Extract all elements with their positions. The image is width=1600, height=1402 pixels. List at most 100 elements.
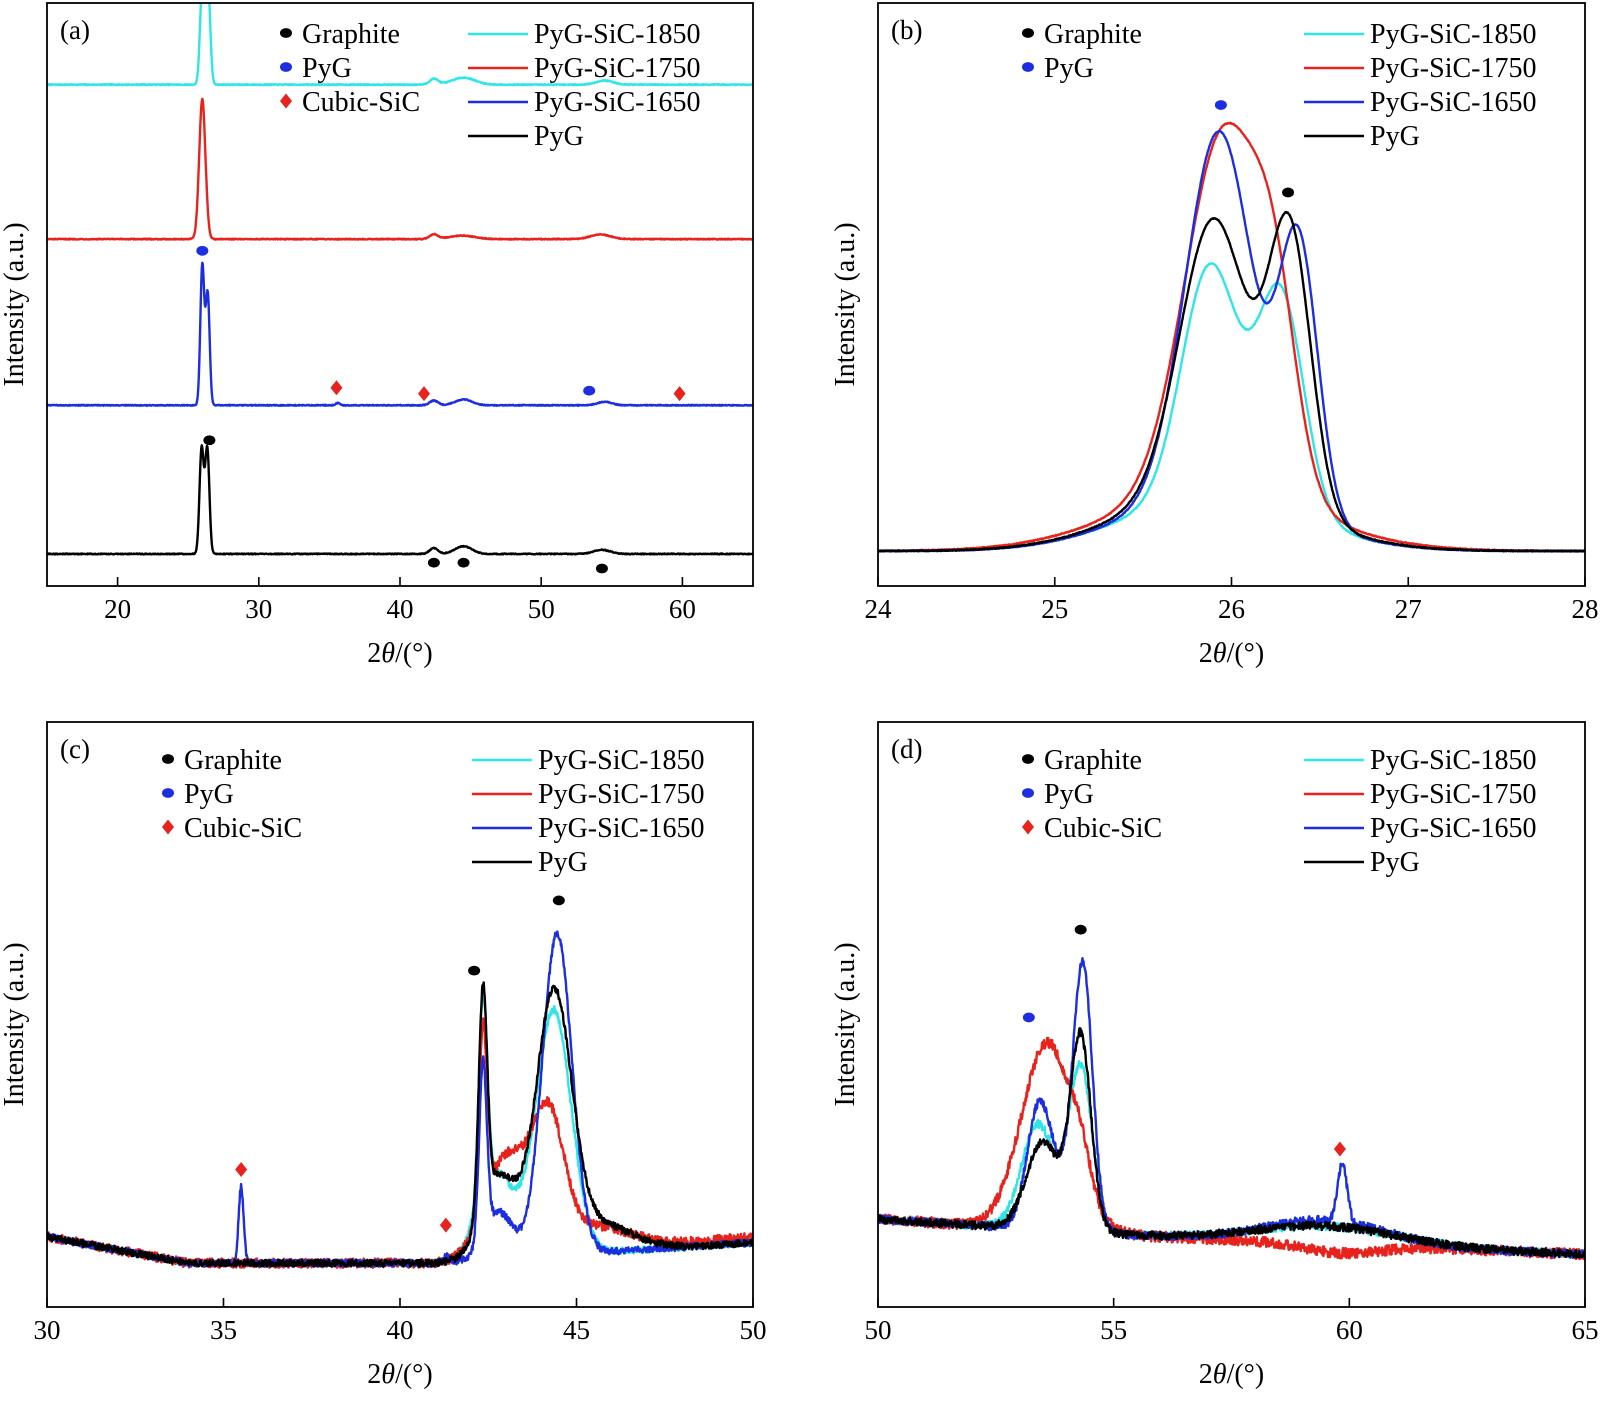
x-title-theta: θ [1213,638,1227,669]
x-title-part: /(°) [1227,1359,1265,1390]
peak-marker-pyg [583,385,596,396]
legend-label: PyG-SiC-1850 [1370,19,1536,50]
legend-marker-pyg [1022,62,1034,72]
legend-label: Graphite [184,745,282,776]
x-tick-label: 24 [865,594,893,624]
series-group [878,121,1585,553]
peak-marker-graphite [427,557,440,568]
x-tick-label: 30 [245,594,272,624]
legend-marker-pyg [280,62,292,72]
x-title-theta: θ [1213,1359,1227,1390]
series-line-pyg-sic-1850 [47,3,753,87]
x-tick-label: 20 [104,594,131,624]
series-line-pyg-sic-1750 [47,97,753,241]
legend-label: PyG-SiC-1850 [534,19,700,50]
series-line-pyg-sic-1750 [47,1017,753,1269]
panel-label: (a) [60,15,90,45]
x-tick-label: 65 [1572,1315,1599,1345]
plot-frame [877,721,1586,1308]
legend-label: PyG-SiC-1750 [538,779,704,810]
legend-marker-graphite [162,754,174,764]
series-line-pyg-sic-1650 [878,129,1585,553]
legend-label: Graphite [1044,745,1142,776]
peak-marker-cubic-sic [418,386,431,402]
legend-label: PyG-SiC-1750 [1370,53,1536,84]
legend-marker-cubic-sic [280,93,292,109]
panel-label: (c) [60,734,90,764]
x-tick-label: 50 [528,594,555,624]
x-axis-title: 2θ/(°) [1199,638,1264,669]
x-title-part: 2 [1199,638,1213,669]
panel-label: (b) [891,15,922,45]
legend-marker-cubic-sic [1022,819,1034,835]
x-tick-label: 55 [1100,1315,1127,1345]
x-tick-label: 40 [387,1315,414,1345]
panel-d: 50 55 60 65 2θ/(°) Intensity (a.u.) (d) Graphit… [830,721,1599,1390]
legend-marker-pyg [162,788,174,798]
x-title-theta: θ [381,638,395,669]
peak-marker-pyg [196,245,209,256]
x-title-part: /(°) [1227,638,1265,669]
series-line-pyg-sic-1850 [47,988,753,1268]
x-tick-label: 45 [563,1315,590,1345]
panel-b: 24 25 26 27 28 2θ/(°) Intensity (a.u.) (b) Graph… [830,2,1599,669]
x-tick-label: 25 [1041,594,1068,624]
legend-marker-graphite [280,28,292,38]
legend-label: PyG-SiC-1850 [538,745,704,776]
x-tick-label: 50 [740,1315,767,1345]
x-tick-label: 60 [669,594,696,624]
x-title-part: /(°) [395,1359,433,1390]
legend-label: PyG-SiC-1650 [1370,813,1536,844]
legend-label: PyG-SiC-1650 [1370,87,1536,118]
x-axis-title: 2θ/(°) [1199,1359,1264,1390]
x-tick-label: 35 [210,1315,237,1345]
x-tick-label: 30 [34,1315,61,1345]
y-axis-title: Intensity (a.u.) [830,942,861,1106]
legend-marker-pyg [1022,788,1034,798]
panel-a: 20 30 40 50 60 2θ/(°) Intensity (a.u.) (a) Graph… [0,2,754,669]
peak-marker-cubic-sic [673,386,686,402]
y-axis-title: Intensity (a.u.) [0,222,30,386]
peak-marker-graphite [1282,187,1295,198]
peak-marker-pyg [1022,1012,1035,1023]
peak-marker-cubic-sic [1333,1141,1346,1157]
peak-marker-graphite [468,965,481,976]
series-line-pyg [878,210,1585,553]
series-group [878,957,1585,1261]
legend-label: Cubic-SiC [1044,813,1162,844]
x-axis-title: 2θ/(°) [367,638,432,669]
peak-marker-graphite [457,557,470,568]
series-group [47,3,753,556]
legend-label: PyG [534,121,584,152]
x-tick-label: 26 [1218,594,1245,624]
legend-label: PyG-SiC-1750 [1370,779,1536,810]
series-line-pyg [878,1027,1585,1259]
x-title-part: 2 [367,638,381,669]
legend-label: PyG-SiC-1650 [534,87,700,118]
series-group [47,930,753,1269]
legend-label: Graphite [302,19,400,50]
peak-marker-graphite [1074,924,1087,935]
peak-marker-cubic-sic [235,1162,248,1178]
x-tick-label: 60 [1336,1315,1363,1345]
peak-marker-graphite [552,895,565,906]
peak-marker-pyg [1214,100,1227,110]
legend-label: PyG-SiC-1650 [538,813,704,844]
x-tick-label: 28 [1572,594,1599,624]
x-title-part: 2 [1199,1359,1213,1390]
panel-label: (d) [891,734,922,764]
series-line-pyg-sic-1850 [878,262,1585,553]
peak-marker-graphite [595,563,608,574]
x-tick-label: 50 [865,1315,892,1345]
peak-marker-graphite [203,435,216,446]
peak-marker-cubic-sic [330,380,343,396]
series-line-pyg-sic-1750 [878,121,1585,553]
series-line-pyg [47,444,753,556]
x-tick-label: 40 [387,594,414,624]
series-line-pyg-sic-1650 [47,930,753,1268]
legend-label: PyG [1044,779,1094,810]
legend-marker-graphite [1022,28,1034,38]
x-tick-label: 27 [1395,594,1422,624]
series-line-pyg [47,981,753,1268]
